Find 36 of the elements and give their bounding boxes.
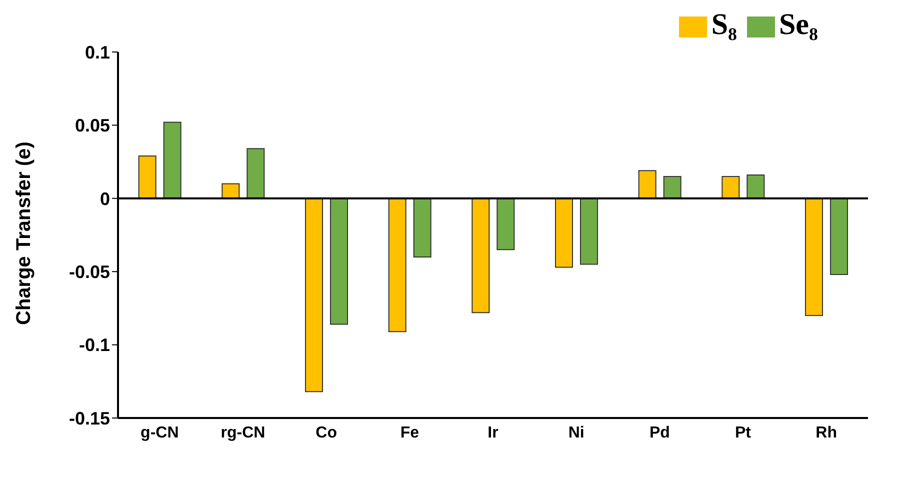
legend-label: Se₈ — [779, 8, 818, 41]
bar — [330, 198, 348, 325]
bar — [305, 198, 323, 392]
bar — [746, 174, 765, 199]
bar — [805, 198, 823, 316]
bar — [138, 155, 156, 199]
bar — [472, 198, 490, 314]
bar — [663, 176, 682, 199]
x-tick-label: Pd — [649, 424, 670, 442]
bar — [496, 198, 515, 250]
bar — [830, 198, 848, 276]
bar — [163, 122, 182, 199]
x-tick-label: Fe — [400, 424, 420, 442]
y-tick-label: 0.05 — [74, 116, 110, 136]
bar — [222, 183, 240, 199]
bar — [246, 148, 265, 199]
y-tick-label: -0.05 — [68, 262, 110, 282]
y-tick-label: 0.1 — [84, 42, 110, 62]
bar — [388, 198, 406, 332]
x-tick-label: Rh — [816, 424, 837, 442]
x-tick-label: Co — [316, 424, 338, 442]
y-tick-label: 0 — [100, 188, 110, 209]
x-tick-label: Ni — [568, 424, 584, 442]
bar — [555, 198, 573, 268]
bar — [638, 170, 656, 199]
y-axis-title: Charge Transfer (e) — [13, 142, 36, 325]
bar — [413, 198, 432, 258]
legend-label: S₈ — [711, 8, 737, 41]
bar — [580, 198, 598, 265]
y-tick-label: -0.15 — [68, 408, 110, 428]
x-tick-label: rg-CN — [220, 424, 266, 442]
bar — [722, 176, 740, 199]
x-tick-label: Ir — [488, 424, 498, 442]
x-tick-label: Pt — [735, 424, 752, 442]
x-tick-label: g-CN — [140, 424, 179, 442]
y-tick-label: -0.1 — [78, 335, 110, 356]
